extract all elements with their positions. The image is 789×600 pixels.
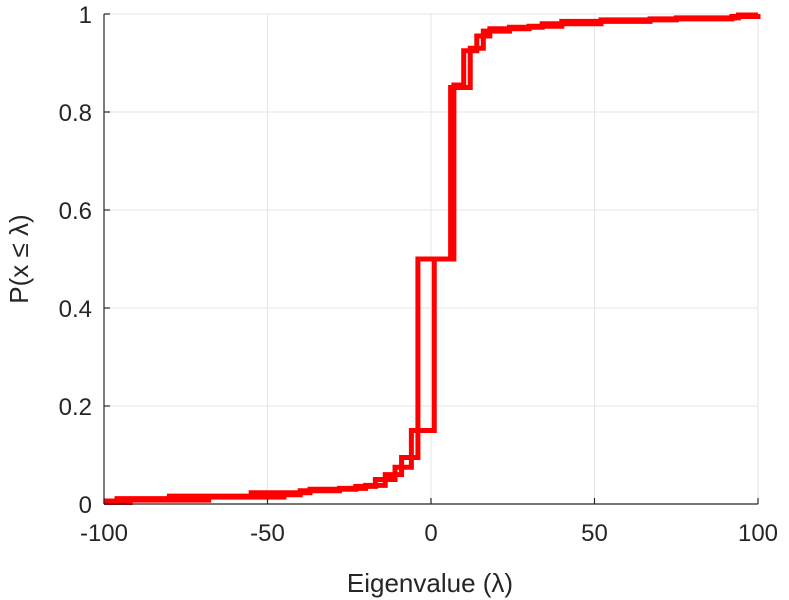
- axes: [103, 13, 759, 505]
- series-layer: [104, 12, 761, 506]
- x-tick-label: 0: [424, 520, 437, 547]
- x-tick-label: 100: [738, 520, 778, 547]
- y-tick-label: 0.6: [59, 198, 92, 225]
- x-tick-label: -50: [250, 520, 285, 547]
- y-tick-label: 0.8: [59, 100, 92, 127]
- x-tick-labels: -100 -50 0 50 100: [80, 520, 778, 547]
- x-tick-label: -100: [80, 520, 128, 547]
- y-tick-labels: 0 0.2 0.4 0.6 0.8 1: [59, 2, 92, 519]
- x-tick-label: 50: [581, 520, 608, 547]
- y-axis-label: P(x ≤ λ): [4, 214, 34, 303]
- y-tick-label: 0.2: [59, 394, 92, 421]
- y-tick-label: 1: [79, 2, 92, 29]
- cdf-series-2: [104, 12, 761, 504]
- y-tick-label: 0: [79, 492, 92, 519]
- y-tick-label: 0.4: [59, 296, 92, 323]
- x-axis-label: Eigenvalue (λ): [347, 568, 513, 598]
